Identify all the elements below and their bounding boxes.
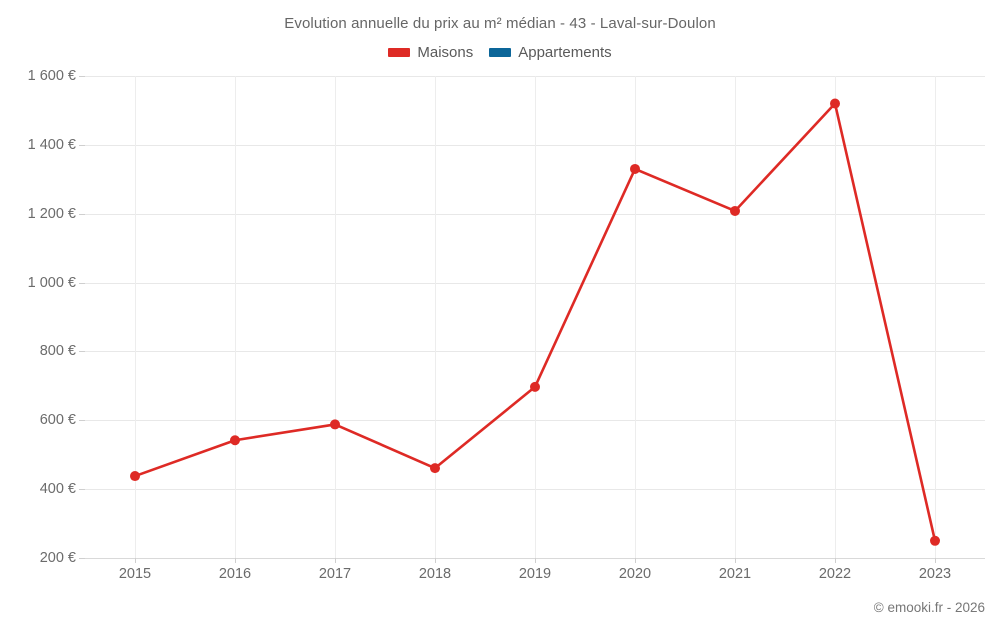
x-axis-tick-mark (735, 558, 736, 563)
x-axis-tick-mark (935, 558, 936, 563)
y-axis-tick-mark (79, 351, 85, 353)
data-point-maisons[interactable] (430, 463, 440, 474)
x-axis-tick-label: 2022 (818, 566, 852, 582)
data-point-maisons[interactable] (630, 163, 640, 174)
data-point-maisons[interactable] (830, 98, 840, 109)
y-axis-tick-label: 200 € (39, 550, 76, 566)
gridline-vertical (835, 76, 836, 558)
data-point-maisons[interactable] (730, 205, 740, 216)
legend-label-maisons: Maisons (417, 44, 474, 61)
x-axis-tick-mark (235, 558, 236, 563)
y-axis-tick-mark (79, 420, 85, 422)
x-axis-tick-label: 2016 (218, 566, 252, 582)
x-axis-tick-label: 2015 (118, 566, 152, 582)
y-axis-tick-label: 600 € (39, 412, 76, 429)
y-axis-tick-label: 800 € (39, 343, 76, 360)
data-point-maisons[interactable] (930, 535, 940, 546)
x-axis-tick-label: 2023 (918, 566, 952, 582)
data-point-maisons[interactable] (230, 435, 240, 446)
gridline-vertical (235, 76, 236, 558)
y-axis-tick-labels: 200 € 400 € 600 € 800 € 1 000 € 1 200 € 1 400 … (0, 0, 85, 625)
gridline-vertical (435, 76, 436, 558)
y-axis-tick-label: 1 600 € (27, 68, 76, 84)
x-axis-tick-label: 2020 (618, 566, 652, 582)
legend-swatch-maisons (388, 48, 411, 57)
gridline-vertical (635, 76, 636, 558)
x-axis-tick-mark (435, 558, 436, 563)
x-axis-tick-mark (535, 558, 536, 563)
y-axis-tick-mark (79, 558, 85, 559)
y-axis-tick-mark (79, 76, 85, 77)
y-axis-tick-label: 400 € (39, 481, 76, 498)
gridline-vertical (735, 76, 736, 558)
data-point-maisons[interactable] (530, 381, 540, 392)
x-axis-tick-label: 2018 (418, 566, 452, 582)
x-axis-tick-label: 2019 (518, 566, 552, 582)
data-point-maisons[interactable] (130, 471, 140, 482)
legend-label-appartements: Appartements (518, 44, 612, 61)
series-line-maisons (133, 102, 937, 543)
y-axis-tick-mark (79, 213, 85, 215)
gridline-vertical (935, 76, 936, 558)
x-axis-tick-mark (835, 558, 836, 563)
gridline-vertical (135, 76, 136, 558)
data-point-maisons[interactable] (330, 419, 340, 430)
gridline-vertical (335, 76, 336, 558)
x-axis-tick-mark (635, 558, 636, 563)
x-axis-tick-mark (135, 558, 136, 563)
y-axis-tick-mark (79, 282, 85, 284)
x-axis-tick-mark (335, 558, 336, 563)
y-axis-tick-mark (79, 489, 85, 491)
x-axis-tick-label: 2017 (318, 566, 352, 582)
legend-item-maisons[interactable]: Maisons (388, 44, 473, 61)
y-axis-tick-mark (79, 144, 85, 146)
footer-attribution: © emooki.fr - 2026 (873, 600, 985, 615)
legend-swatch-appartements (489, 48, 512, 57)
legend-item-appartements[interactable]: Appartements (489, 44, 612, 61)
y-axis-tick-label: 1 000 € (27, 274, 76, 291)
y-axis-tick-label: 1 400 € (27, 136, 76, 153)
chart-title: Evolution annuelle du prix au m² médian … (284, 15, 716, 32)
y-axis-tick-label: 1 200 € (27, 205, 76, 222)
chart-legend: Maisons Appartements (0, 44, 1000, 61)
x-axis-tick-label: 2021 (718, 566, 752, 582)
gridline-vertical (535, 76, 536, 558)
